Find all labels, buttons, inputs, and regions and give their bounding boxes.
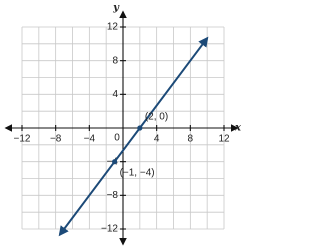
x-tick-label: 4 (154, 134, 160, 145)
y-axis-label: y (112, 3, 120, 14)
point-label: (−1, −4) (120, 167, 155, 178)
y-tick-label: −12 (101, 224, 118, 235)
point-label: (2, 0) (145, 112, 168, 123)
x-tick-label: 12 (218, 134, 230, 145)
y-tick-label: 4 (112, 89, 118, 100)
line (58, 36, 209, 237)
x-axis-label: x (234, 123, 242, 134)
y-tick-label: −8 (107, 190, 119, 201)
point (137, 125, 143, 131)
y-tick-label: 12 (107, 22, 119, 33)
x-tick-label: −4 (84, 134, 96, 145)
point (111, 159, 118, 165)
y-tick-label: 8 (112, 55, 118, 66)
x-tick-label: −8 (50, 134, 62, 145)
origin-label: 0 (114, 133, 120, 144)
x-tick-label: −12 (14, 134, 31, 145)
x-tick-label: 8 (188, 134, 194, 145)
